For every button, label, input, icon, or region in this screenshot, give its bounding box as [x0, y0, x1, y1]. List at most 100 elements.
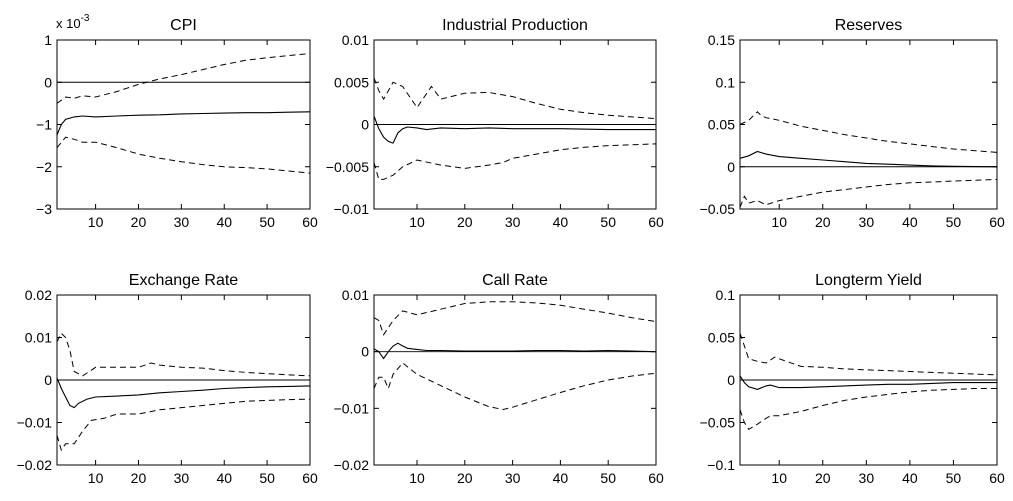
upper-band-line: [373, 301, 657, 336]
x-tick-label: 30: [505, 470, 521, 486]
x-tick-label: 10: [88, 214, 104, 230]
x-tick-label: 30: [859, 470, 875, 486]
upper-band-line: [373, 77, 657, 120]
axis-scale-label: x 10-3: [56, 13, 90, 31]
median-response-line: [56, 377, 311, 409]
median-response-line: [739, 150, 998, 168]
x-tick-label: 50: [600, 470, 616, 486]
x-tick-label: 40: [216, 214, 232, 230]
upper-band-line: [739, 333, 998, 376]
x-tick-label: 40: [216, 470, 232, 486]
x-tick-label: 60: [989, 214, 1005, 230]
median-response-line: [739, 375, 997, 390]
x-tick-label: 50: [600, 214, 616, 230]
x-tick-label: 60: [989, 470, 1005, 486]
panel-5: Longterm Yield 10 20 30 40 50 60 −0.1 −0.05 0 0.05…: [700, 272, 1005, 486]
y-tick-label: 0: [727, 159, 735, 175]
upper-band-line: [56, 53, 311, 104]
x-tick-label: 30: [505, 214, 521, 230]
axes-frame: [739, 39, 998, 210]
y-tick-label: −0.01: [17, 415, 53, 431]
x-tick-label: 20: [457, 214, 473, 230]
x-tick-label: 40: [902, 470, 918, 486]
axes-frame: [373, 294, 657, 466]
panel-3: Exchange Rate 10 20 30 40 50 60 −0.02 −0.01 0 0.01…: [17, 272, 318, 486]
y-tick-label: 0.01: [342, 287, 369, 303]
x-tick-label: 20: [815, 214, 831, 230]
lower-band-line: [56, 398, 311, 452]
x-tick-label: 10: [409, 470, 425, 486]
y-tick-label: 0: [727, 372, 735, 388]
panel-title: Reserves: [835, 17, 903, 34]
lower-band-line: [373, 143, 657, 180]
median-response-line: [56, 111, 311, 136]
x-tick-label: 20: [815, 470, 831, 486]
x-tick-label: 20: [457, 470, 473, 486]
lower-band-line: [739, 178, 998, 208]
y-tick-label: −0.01: [334, 400, 370, 416]
y-tick-label: −0.01: [334, 201, 370, 217]
x-tick-label: 10: [771, 214, 787, 230]
x-tick-label: 60: [302, 214, 318, 230]
y-tick-label: 0: [44, 372, 52, 388]
y-tick-label: −0.05: [700, 201, 736, 217]
lower-band-line: [56, 136, 311, 174]
y-tick-label: −0.1: [707, 457, 735, 473]
upper-band-line: [739, 111, 998, 153]
y-tick-label: −0.05: [700, 415, 736, 431]
y-tick-label: 0.1: [716, 287, 736, 303]
lower-band-line: [373, 362, 657, 411]
x-tick-label: 50: [946, 470, 962, 486]
y-tick-label: 0.01: [342, 32, 369, 48]
panel-title: Industrial Production: [442, 17, 588, 34]
x-tick-label: 50: [946, 214, 962, 230]
panel-1: Industrial Production 10 20 30 40 50 60 −0.01 −0…: [326, 17, 664, 230]
panel-4: Call Rate 10 20 30 40 50 60 −0.02 −0.01 0 0.01: [334, 272, 664, 486]
panel-title: CPI: [170, 17, 197, 34]
y-tick-label: 0.15: [708, 32, 735, 48]
lower-band-line: [739, 388, 997, 430]
panel-title: Call Rate: [482, 272, 548, 289]
panel-0: CPI x 10-3 10 20 30 40 50 60 −3 −2 −1 0 1: [36, 13, 318, 230]
x-tick-label: 50: [259, 470, 275, 486]
y-tick-label: 0: [361, 117, 369, 133]
y-tick-label: −3: [36, 201, 52, 217]
x-tick-label: 30: [859, 214, 875, 230]
x-tick-label: 10: [771, 470, 787, 486]
x-tick-label: 40: [902, 214, 918, 230]
x-tick-label: 50: [259, 214, 275, 230]
upper-band-line: [56, 332, 311, 377]
y-tick-label: −0.02: [17, 457, 53, 473]
y-tick-label: 0: [361, 344, 369, 360]
panel-2: Reserves 10 20 30 40 50 60 −0.05 0 0.05 0.1 0.15: [700, 17, 1005, 230]
y-tick-label: 0.05: [708, 330, 735, 346]
y-tick-label: −1: [36, 117, 52, 133]
x-tick-label: 60: [302, 470, 318, 486]
panel-title: Longterm Yield: [815, 272, 922, 289]
panel-title: Exchange Rate: [129, 272, 239, 289]
x-tick-label: 10: [88, 470, 104, 486]
y-tick-label: 0.02: [25, 287, 52, 303]
y-tick-label: 0.1: [716, 74, 736, 90]
y-tick-label: −0.02: [334, 457, 370, 473]
x-tick-label: 20: [131, 470, 147, 486]
x-tick-label: 40: [553, 214, 569, 230]
median-response-line: [373, 115, 656, 144]
y-tick-label: 0.05: [708, 117, 735, 133]
x-tick-label: 30: [174, 470, 190, 486]
x-tick-label: 60: [648, 214, 664, 230]
x-tick-label: 10: [409, 214, 425, 230]
x-tick-label: 30: [174, 214, 190, 230]
axes-frame: [56, 39, 311, 210]
y-tick-label: 0: [44, 74, 52, 90]
y-tick-label: 1: [44, 32, 52, 48]
y-tick-label: 0.01: [25, 330, 52, 346]
y-tick-label: −0.005: [326, 159, 369, 175]
y-tick-label: −2: [36, 159, 52, 175]
x-tick-label: 40: [553, 470, 569, 486]
x-tick-label: 20: [131, 214, 147, 230]
x-tick-label: 60: [648, 470, 664, 486]
median-response-line: [373, 342, 657, 360]
y-tick-label: 0.005: [334, 74, 369, 90]
